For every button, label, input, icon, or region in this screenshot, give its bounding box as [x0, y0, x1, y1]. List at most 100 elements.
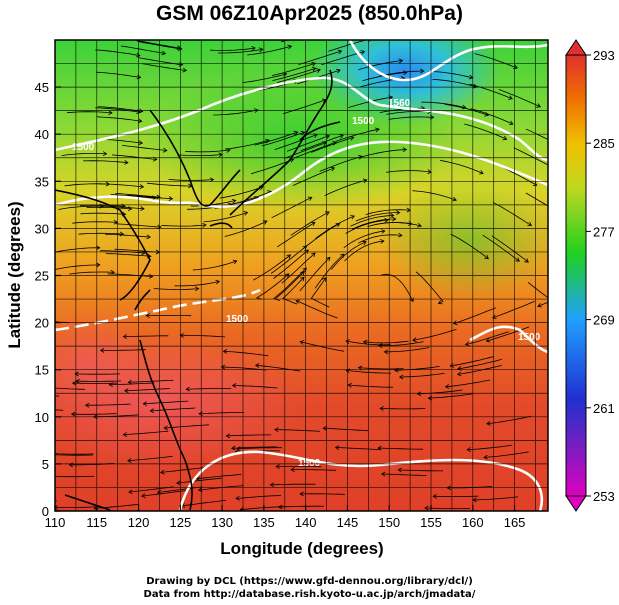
streamline-arrowhead [485, 337, 491, 343]
streamline-arrowhead [71, 380, 77, 386]
streamline-arrowhead [12, 496, 16, 500]
streamline-arrowhead [334, 445, 340, 451]
streamline-arrowhead [536, 103, 542, 108]
streamline [177, 154, 223, 156]
y-tick-label: 0 [42, 504, 49, 519]
coastlines [55, 69, 341, 511]
y-tick-label: 30 [35, 221, 49, 236]
page-title: GSM 06Z10Apr2025 (850.0hPa) [156, 2, 463, 25]
streamline-arrowhead [253, 108, 259, 113]
streamline-arrowhead [486, 420, 491, 426]
streamline-arrowhead [345, 339, 350, 344]
colorbar: 253 261 269 277 285 293 [565, 39, 615, 512]
streamline [100, 250, 146, 254]
streamline-arrowhead [287, 44, 293, 50]
streamline-arrowhead [194, 286, 200, 292]
streamline [378, 341, 424, 347]
streamline-arrowhead [110, 269, 115, 275]
streamline-arrowhead [412, 337, 417, 343]
streamline-arrowhead [225, 433, 231, 439]
streamline-arrowhead [347, 382, 352, 388]
streamline [55, 500, 57, 502]
streamline [274, 429, 320, 432]
streamline-arrowhead [339, 134, 344, 139]
streamline-arrowhead [49, 452, 53, 456]
streamline [380, 408, 426, 410]
streamline-arrowhead [124, 388, 129, 394]
streamline [95, 71, 141, 78]
streamline [525, 192, 548, 207]
streamline [491, 235, 529, 263]
streamline [311, 137, 354, 153]
streamline-arrowhead [122, 432, 128, 437]
streamline-arrowhead [311, 66, 317, 72]
streamline-arrowhead [396, 210, 401, 216]
streamline [58, 205, 104, 210]
streamline [161, 224, 207, 227]
streamline-arrowhead [185, 386, 190, 392]
streamline-arrowhead [330, 166, 336, 172]
x-tick-label: 140 [295, 515, 317, 530]
streamline [210, 47, 256, 51]
streamline [100, 349, 146, 351]
streamline [143, 400, 189, 405]
streamline [232, 385, 278, 389]
streamline [386, 170, 432, 173]
y-axis-ticks: 0 5 10 15 20 25 30 35 40 45 [35, 80, 61, 519]
streamline-arrowhead [156, 194, 161, 200]
streamline-arrowhead [307, 196, 313, 201]
streamline [250, 158, 294, 175]
streamline-arrowhead [220, 364, 226, 370]
y-tick-label: 40 [35, 127, 49, 142]
credit-drawing: Drawing by DCL (https://www.gfd-dennou.o… [146, 576, 473, 587]
streamline [146, 182, 192, 187]
streamline-arrowhead [316, 68, 321, 73]
streamline-arrowhead [25, 317, 29, 321]
streamline [78, 232, 124, 235]
streamline [85, 403, 131, 406]
streamline [107, 273, 153, 277]
x-tick-label: 155 [420, 515, 442, 530]
streamline-arrowhead [14, 390, 18, 394]
streamline-arrowhead [290, 467, 295, 472]
x-tick-label: 110 [45, 515, 66, 530]
streamline [464, 123, 507, 140]
streamline-arrowhead [40, 385, 44, 389]
streamline-arrowhead [177, 46, 183, 51]
streamline-arrowhead [146, 234, 151, 240]
streamline [231, 446, 277, 449]
streamline-arrowhead [394, 367, 399, 373]
streamline [348, 384, 394, 388]
streamline [273, 249, 309, 279]
credit-data: Data from http://database.rish.kyoto-u.a… [143, 589, 476, 600]
streamline-arrowhead [127, 458, 132, 463]
x-tick-label: 165 [504, 515, 526, 530]
streamline-arrowhead [437, 299, 443, 305]
streamline-arrowhead [332, 141, 337, 146]
streamline-arrowhead [232, 259, 238, 265]
streamline [186, 388, 232, 390]
streamline [55, 395, 60, 397]
streamline-arrowhead [139, 184, 145, 189]
streamline-arrowhead [377, 445, 382, 451]
colorbar-label: 253 [593, 489, 615, 504]
streamline [136, 40, 181, 49]
streamline-arrowhead [141, 493, 146, 499]
streamline [457, 358, 503, 370]
streamline-arrowhead [446, 485, 451, 491]
streamline-arrowhead [377, 343, 383, 349]
streamline-arrowhead [561, 212, 565, 216]
streamline-arrowhead [231, 445, 236, 451]
streamline-arrowhead [108, 382, 113, 388]
streamline-arrowhead [137, 118, 143, 124]
streamline-arrowhead [119, 231, 125, 237]
colorbar-bar [565, 54, 587, 497]
y-axis-title: Latitude (degrees) [5, 201, 24, 348]
streamline [120, 45, 166, 54]
colorbar-label: 269 [593, 313, 615, 328]
streamline [66, 111, 113, 114]
streamline [71, 413, 117, 415]
streamline-arrowhead [182, 67, 188, 73]
streamline [469, 83, 513, 100]
streamline [196, 474, 242, 480]
